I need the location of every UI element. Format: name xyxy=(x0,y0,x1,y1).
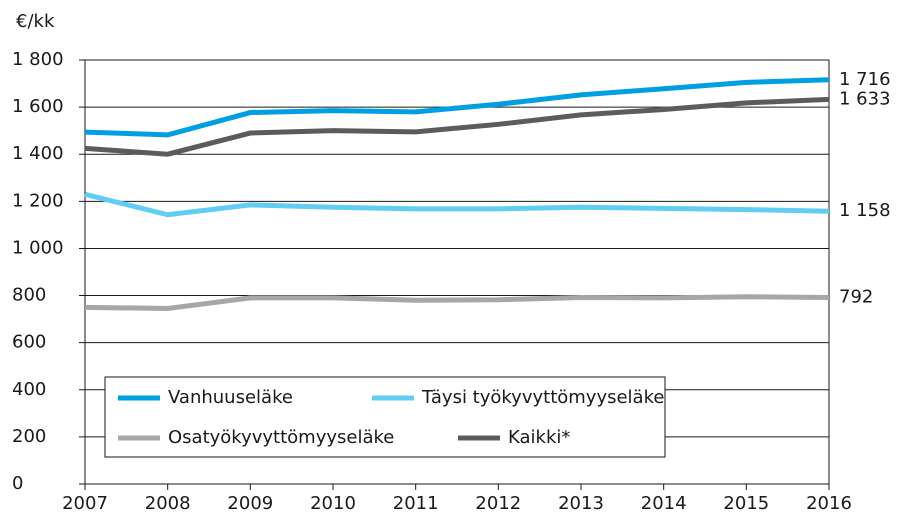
legend-label: Täysi työkyvyttömyyseläke xyxy=(421,387,664,408)
value-label: 1 716 xyxy=(839,69,891,90)
x-tick-label: 2016 xyxy=(806,493,852,514)
legend-label: Kaikki* xyxy=(508,427,570,448)
value-label: 1 633 xyxy=(839,88,891,109)
x-tick-label: 2008 xyxy=(145,493,191,514)
legend-label: Osatyökyvyttömyyseläke xyxy=(168,427,394,448)
y-tick-label: 800 xyxy=(12,285,46,306)
y-tick-label: 1 000 xyxy=(12,237,64,258)
y-tick-label: 1 600 xyxy=(12,96,64,117)
x-tick-label: 2013 xyxy=(558,493,604,514)
y-tick-label: 1 200 xyxy=(12,190,64,211)
series-line xyxy=(84,96,830,157)
series-line xyxy=(84,191,830,218)
y-tick-label: 1 400 xyxy=(12,143,64,164)
value-label: 1 158 xyxy=(839,200,891,221)
series-line xyxy=(84,77,830,138)
x-tick-label: 2011 xyxy=(393,493,439,514)
value-label: 792 xyxy=(839,286,873,307)
x-tick-label: 2010 xyxy=(310,493,356,514)
x-tick-label: 2014 xyxy=(641,493,687,514)
y-tick-label: 400 xyxy=(12,379,46,400)
y-tick-label: 600 xyxy=(12,332,46,353)
series-line xyxy=(84,294,830,312)
x-tick-label: 2009 xyxy=(227,493,273,514)
x-tick-label: 2007 xyxy=(62,493,108,514)
x-tick-label: 2015 xyxy=(723,493,769,514)
x-tick-label: 2012 xyxy=(475,493,521,514)
y-tick-label: 1 800 xyxy=(12,49,64,70)
y-tick-label: 200 xyxy=(12,426,46,447)
y-axis-label: €/kk xyxy=(16,11,55,32)
legend-label: Vanhuuseläke xyxy=(168,387,293,408)
y-tick-label: 0 xyxy=(12,473,23,494)
legend-box xyxy=(104,376,666,458)
